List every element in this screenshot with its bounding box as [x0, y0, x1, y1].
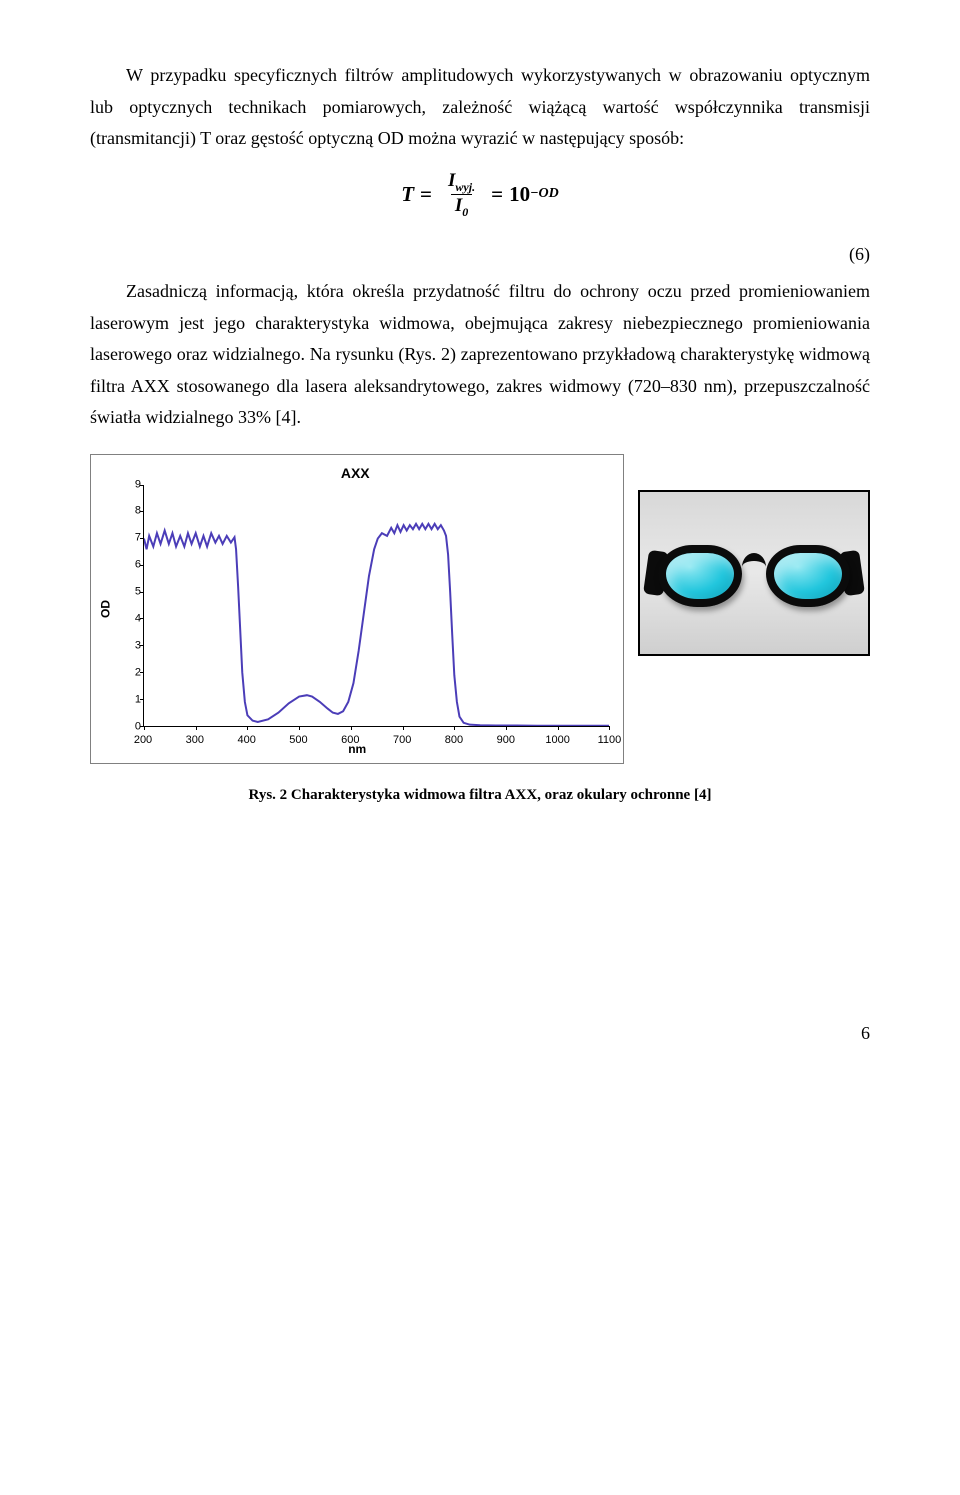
chart-yticks: 0123456789	[121, 485, 141, 727]
page-number: 6	[90, 1018, 870, 1050]
goggles-lens-left	[658, 545, 742, 607]
paragraph-2: Zasadniczą informacją, która określa prz…	[90, 276, 870, 434]
formula: T = Iwyj. I0 = 10−OD	[401, 171, 559, 218]
figure-row: AXX OD nm 0123456789 2003004005006007008…	[90, 454, 870, 764]
goggles-bridge	[742, 553, 766, 567]
goggles-illustration	[654, 531, 854, 621]
formula-exp: −OD	[530, 182, 559, 207]
formula-base: 10	[509, 176, 530, 213]
formula-eq1: =	[420, 176, 432, 213]
chart-xticks: 20030040050060070080090010001100	[143, 731, 609, 745]
figure-caption: Rys. 2 Charakterystyka widmowa filtra AX…	[90, 782, 870, 808]
paragraph-2-text: Zasadniczą informacją, która określa prz…	[90, 281, 870, 427]
formula-lhs: T	[401, 176, 414, 213]
equation-number: (6)	[90, 239, 870, 271]
goggles-photo	[638, 490, 870, 656]
paragraph-1-text: W przypadku specyficznych filtrów amplit…	[90, 65, 870, 148]
frac-den-sub: 0	[462, 205, 468, 219]
formula-row: T = Iwyj. I0 = 10−OD	[90, 167, 870, 223]
chart-svg	[144, 485, 609, 726]
chart-plot-area	[143, 485, 609, 727]
chart-title: AXX	[97, 461, 613, 486]
frac-num-sub: wyj.	[455, 180, 475, 194]
chart-ylabel: OD	[96, 600, 117, 618]
goggles-lens-right	[766, 545, 850, 607]
formula-eq2: =	[491, 176, 503, 213]
chart-box: AXX OD nm 0123456789 2003004005006007008…	[90, 454, 624, 764]
formula-fraction: Iwyj. I0	[444, 171, 479, 218]
paragraph-1: W przypadku specyficznych filtrów amplit…	[90, 60, 870, 155]
